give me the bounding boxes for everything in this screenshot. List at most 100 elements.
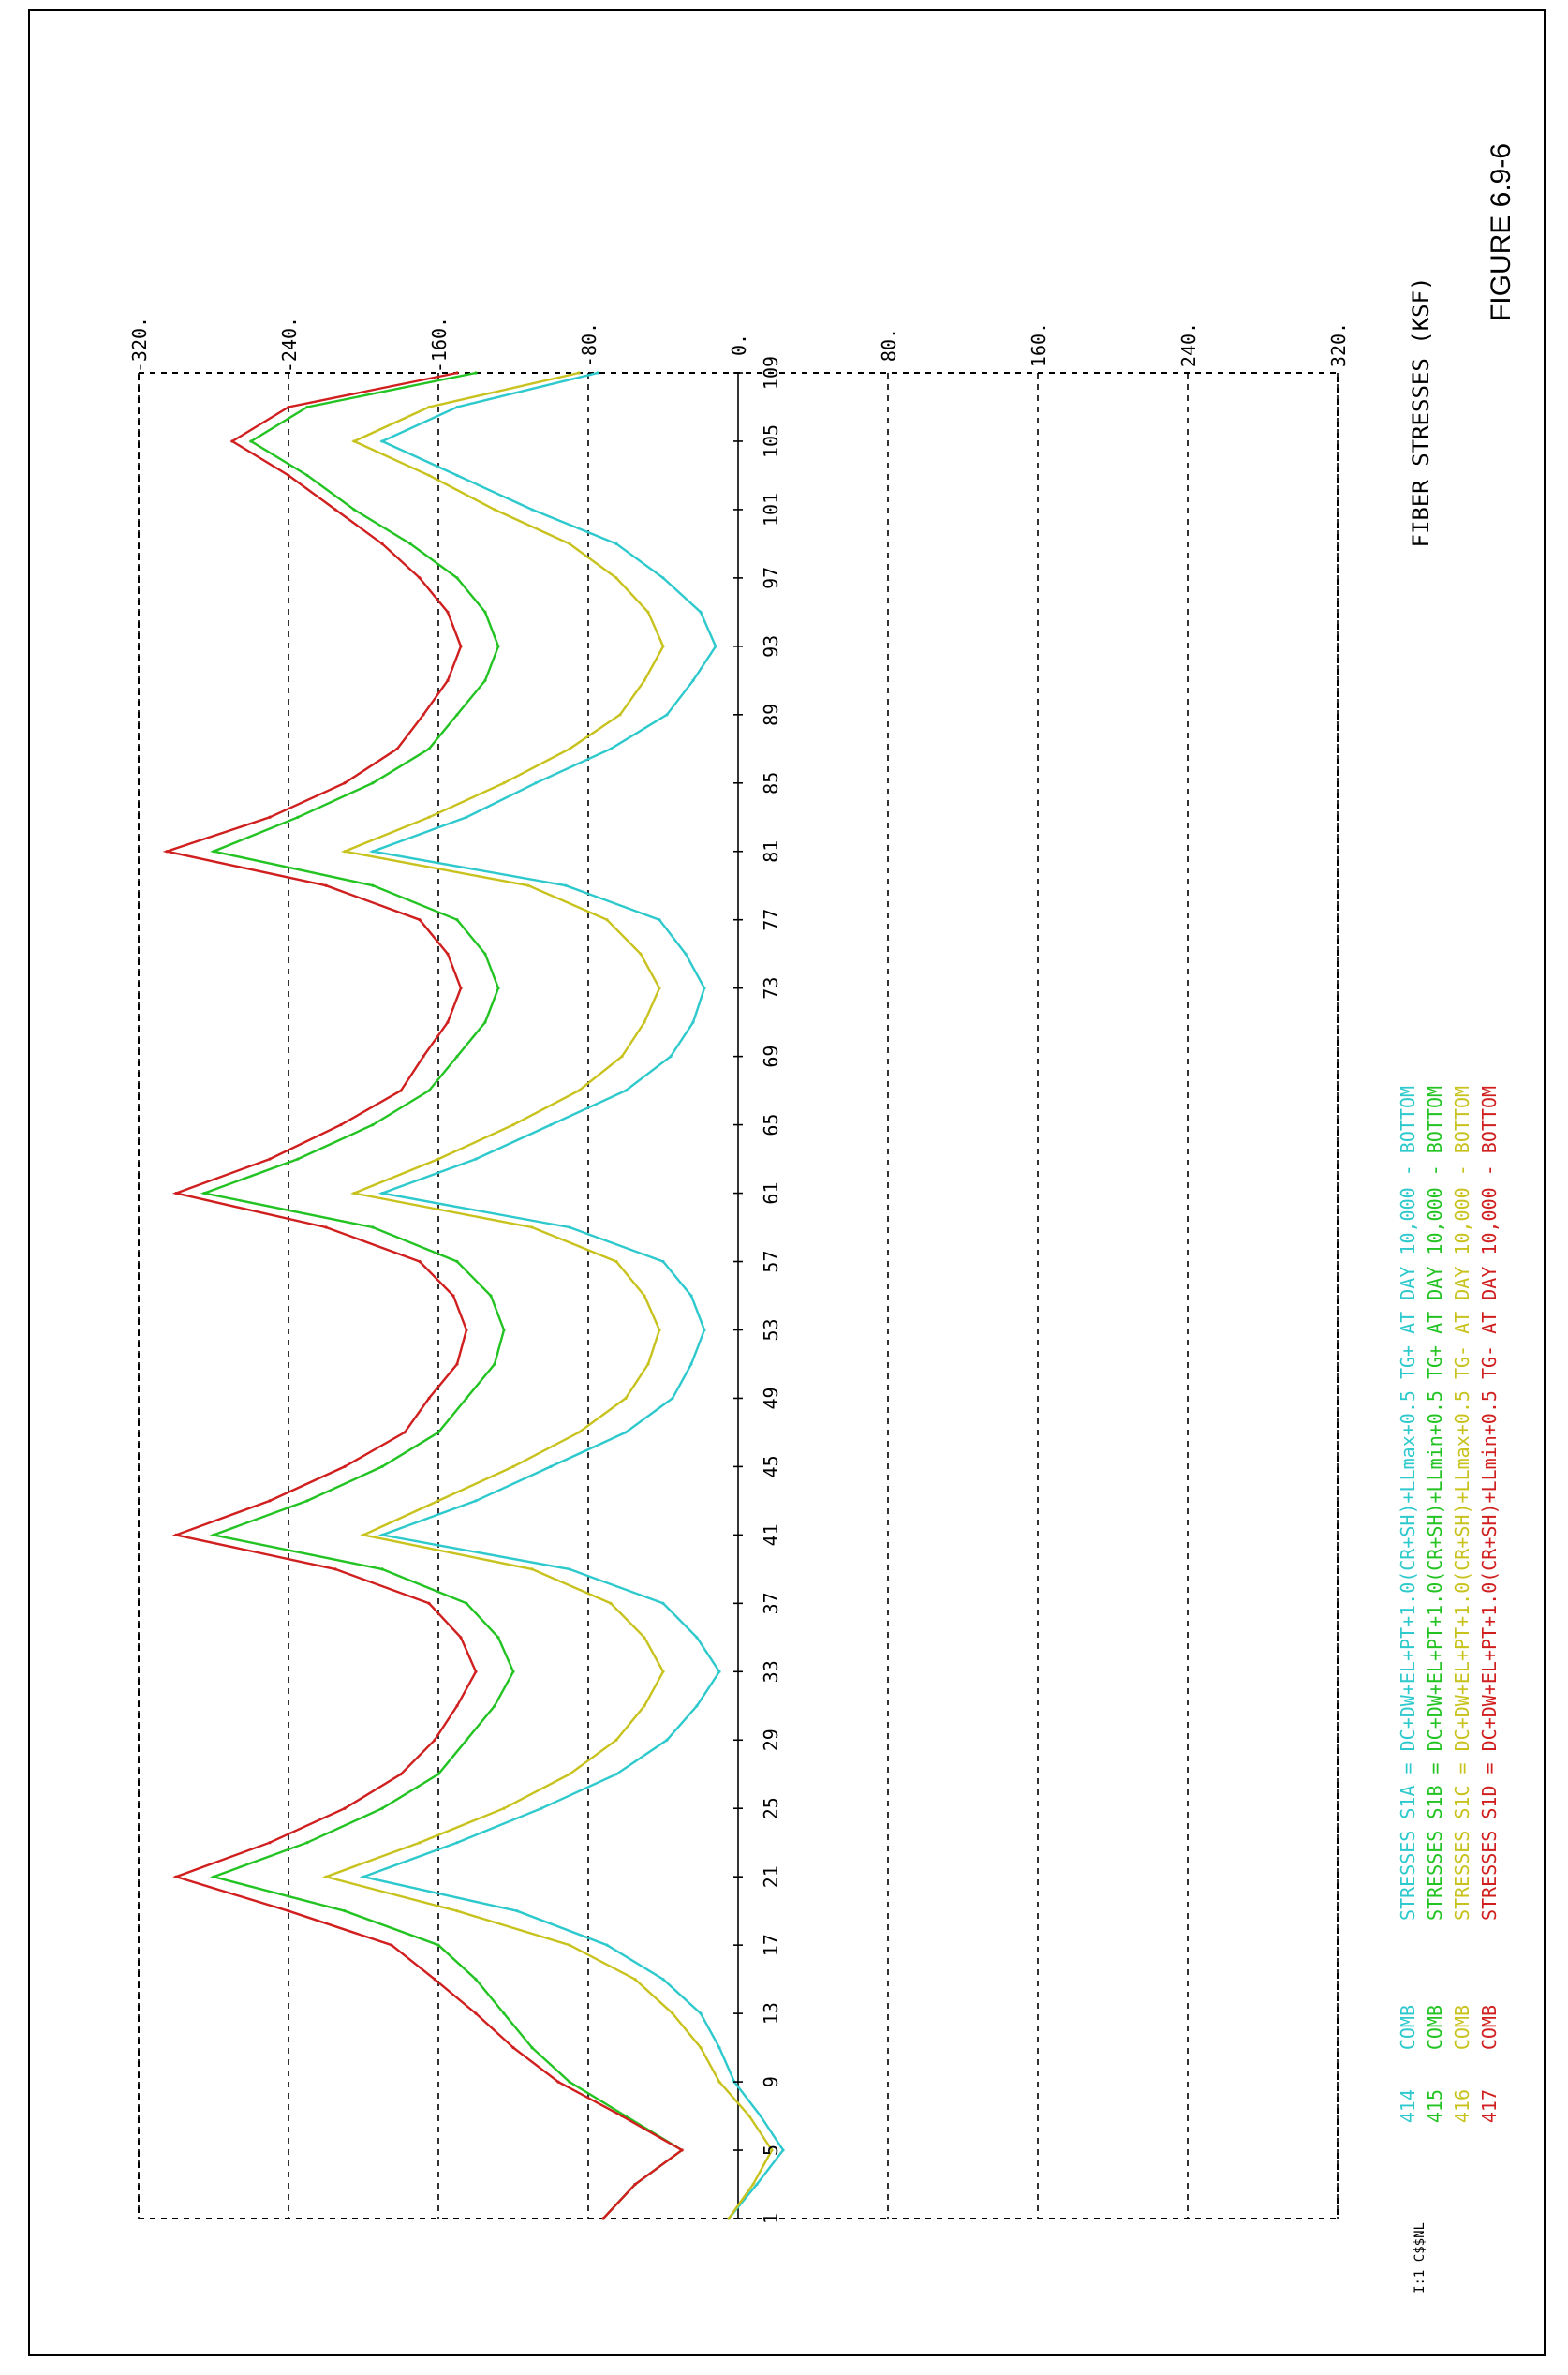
data-point-S1D <box>455 1704 459 1708</box>
x-tick-label: 77 <box>760 909 782 931</box>
data-point-S1D <box>459 645 463 648</box>
y-tick-label: -160. <box>428 317 451 373</box>
data-point-S1C <box>646 610 650 614</box>
data-point-S1C <box>568 1943 571 1947</box>
data-point-S1D <box>333 508 337 512</box>
data-point-S1D <box>446 678 450 682</box>
legend-entry-S1B: STRESSES S1B = DC+DW+EL+PT+1.0(CR+SH)+LL… <box>1424 1086 1446 1921</box>
y-axis-label: FIBER STRESSES (KSF) <box>1408 277 1434 548</box>
data-point-S1D <box>418 576 422 580</box>
data-point-S1B <box>502 1328 506 1332</box>
data-point-S1D <box>174 1875 178 1878</box>
data-point-S1D <box>324 1225 328 1229</box>
data-point-S1A <box>465 815 468 819</box>
x-tick-label: 9 <box>760 2076 782 2087</box>
x-tick-label: 57 <box>760 1250 782 1272</box>
x-tick-label: 49 <box>760 1387 782 1409</box>
data-point-S1D <box>343 1806 347 1810</box>
data-point-S1D <box>268 815 272 819</box>
legend-entry-S1A: STRESSES S1A = DC+DW+EL+PT+1.0(CR+SH)+LL… <box>1397 1086 1419 1921</box>
y-tick-label: 240. <box>1177 322 1200 367</box>
data-point-S1D <box>268 1157 272 1161</box>
data-point-S1B <box>371 1122 375 1127</box>
data-point-S1D <box>422 1055 425 1059</box>
y-tick-label: -320. <box>128 317 151 373</box>
data-point-S1D <box>380 542 384 546</box>
data-point-S1B <box>380 1567 384 1571</box>
x-tick-label: 41 <box>760 1523 782 1546</box>
data-point-S1C <box>502 1806 506 1810</box>
data-point-S1C <box>609 1601 613 1605</box>
data-point-S1C <box>530 1567 534 1571</box>
data-point-S1A <box>703 1328 706 1332</box>
legend-id-S1A: 414 <box>1397 2089 1419 2123</box>
x-tick-label: 29 <box>760 1729 782 1751</box>
data-point-S1D <box>451 1294 455 1298</box>
data-point-S1C <box>343 850 347 854</box>
data-point-S1B <box>496 1636 500 1640</box>
data-point-S1B <box>455 576 459 580</box>
data-point-S1A <box>661 576 665 580</box>
data-point-S1C <box>427 815 431 819</box>
data-point-S1B <box>212 1533 215 1536</box>
data-point-S1A <box>781 2148 785 2152</box>
data-point-S1A <box>609 747 613 750</box>
data-point-S1A <box>455 1841 459 1845</box>
data-point-S1A <box>614 1773 618 1776</box>
legend-id-S1C: 416 <box>1451 2089 1473 2123</box>
data-point-S1D <box>268 1499 272 1503</box>
legend: 414 COMB STRESSES S1A = DC+DW+EL+PT+1.0(CR… <box>1397 1086 1501 2123</box>
data-point-S1B <box>465 1396 468 1401</box>
data-point-S1A <box>564 883 568 887</box>
data-point-S1A <box>530 508 534 512</box>
x-tick-label: 81 <box>760 840 782 863</box>
data-point-S1C <box>493 508 496 512</box>
data-point-S1A <box>695 1704 699 1708</box>
data-point-S1D <box>403 1431 407 1434</box>
data-point-S1D <box>433 1978 436 1982</box>
data-point-S1A <box>665 713 669 717</box>
data-point-S1B <box>493 1362 496 1366</box>
data-point-S1A <box>362 1875 365 1878</box>
x-tick-label: 73 <box>760 977 782 1000</box>
data-point-S1D <box>455 371 459 375</box>
data-point-S1D <box>422 713 425 717</box>
data-point-S1B <box>483 678 487 682</box>
data-point-S1A <box>699 2011 703 2015</box>
data-point-S1D <box>287 1909 290 1913</box>
data-point-S1B <box>530 2045 534 2050</box>
data-point-S1C <box>671 2011 674 2015</box>
data-point-S1B <box>296 1157 300 1161</box>
data-point-S1A <box>689 1294 693 1298</box>
data-point-S1B <box>408 542 412 546</box>
data-point-S1B <box>483 1020 487 1024</box>
data-point-S1C <box>618 713 622 717</box>
x-tick-label: 85 <box>760 772 782 794</box>
data-point-S1C <box>643 1704 646 1708</box>
data-point-S1A <box>549 1122 553 1127</box>
data-point-S1A <box>658 918 661 922</box>
figure-label: FIGURE 6.9-6 <box>1486 143 1516 321</box>
data-point-S1B <box>371 883 375 887</box>
data-point-S1D <box>343 1464 347 1469</box>
data-point-S1D <box>446 952 450 956</box>
data-point-S1D <box>268 1841 272 1845</box>
data-point-S1B <box>489 1294 493 1298</box>
data-point-S1B <box>568 2080 571 2084</box>
legend-entry-S1C: STRESSES S1C = DC+DW+EL+PT+1.0(CR+SH)+LL… <box>1451 1086 1473 1921</box>
data-point-S1C <box>661 1670 665 1673</box>
data-point-S1D <box>474 1670 478 1673</box>
data-point-S1C <box>624 1396 628 1401</box>
data-point-S1C <box>455 1909 459 1913</box>
data-point-S1B <box>483 952 487 956</box>
x-tick-label: 33 <box>760 1660 782 1683</box>
legend-id-S1D: 417 <box>1478 2089 1501 2123</box>
y-tick-label: 160. <box>1028 322 1050 367</box>
data-point-S1C <box>418 1841 422 1845</box>
data-point-S1B <box>436 1431 440 1434</box>
data-point-S1A <box>614 542 618 546</box>
x-tick-label: 89 <box>760 704 782 726</box>
data-point-S1C <box>436 1157 440 1161</box>
data-point-S1A <box>717 2045 721 2050</box>
data-point-S1A <box>755 2182 759 2187</box>
